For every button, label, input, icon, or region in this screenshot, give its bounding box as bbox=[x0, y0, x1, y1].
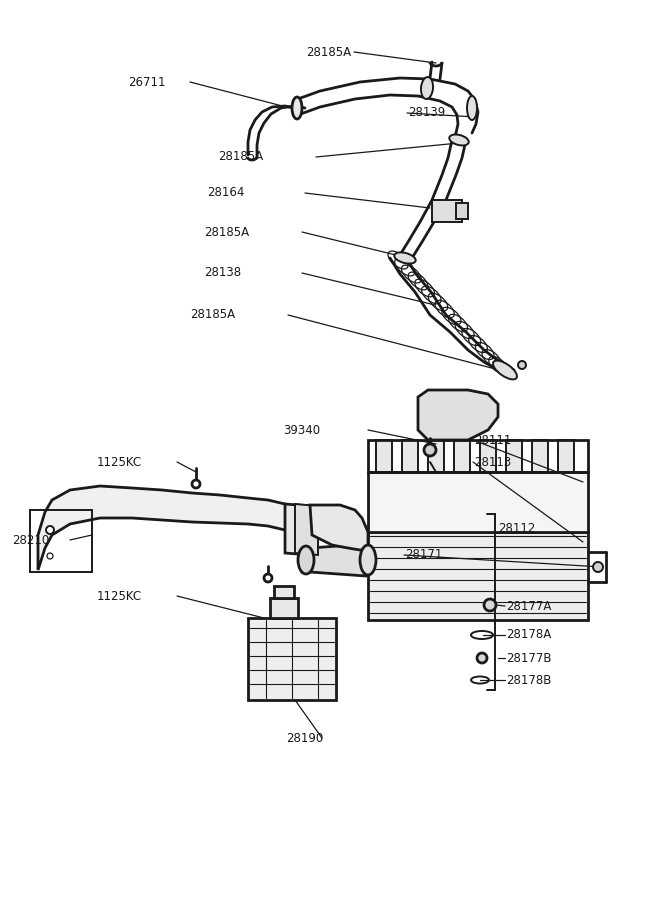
Text: 28185A: 28185A bbox=[190, 309, 235, 321]
Text: 28177B: 28177B bbox=[506, 652, 552, 664]
Polygon shape bbox=[274, 586, 294, 598]
Polygon shape bbox=[248, 618, 336, 700]
Text: 28185A: 28185A bbox=[204, 226, 249, 239]
Text: 1125KC: 1125KC bbox=[97, 590, 142, 602]
Polygon shape bbox=[270, 598, 298, 618]
Text: 28111: 28111 bbox=[474, 434, 511, 446]
Polygon shape bbox=[480, 440, 496, 472]
Text: 28112: 28112 bbox=[498, 521, 535, 535]
Text: 26711: 26711 bbox=[128, 76, 165, 88]
Text: 28185A: 28185A bbox=[306, 46, 351, 58]
Text: 28178A: 28178A bbox=[506, 628, 551, 642]
Polygon shape bbox=[454, 440, 470, 472]
Polygon shape bbox=[506, 440, 522, 472]
Text: 28171: 28171 bbox=[405, 548, 442, 562]
Ellipse shape bbox=[449, 134, 469, 146]
Circle shape bbox=[593, 562, 603, 572]
Text: 28139: 28139 bbox=[408, 106, 445, 120]
Text: 28113: 28113 bbox=[474, 455, 511, 469]
Text: 28210: 28210 bbox=[12, 534, 49, 546]
Ellipse shape bbox=[394, 252, 416, 264]
Text: 1125KC: 1125KC bbox=[97, 455, 142, 469]
Bar bbox=[456, 203, 468, 219]
Polygon shape bbox=[428, 440, 444, 472]
Text: 28190: 28190 bbox=[286, 732, 324, 744]
Polygon shape bbox=[368, 532, 588, 620]
Circle shape bbox=[477, 653, 487, 663]
Circle shape bbox=[264, 574, 272, 582]
Polygon shape bbox=[418, 390, 498, 440]
Circle shape bbox=[46, 526, 54, 534]
Bar bbox=[432, 200, 462, 222]
Bar bbox=[368, 440, 588, 472]
Ellipse shape bbox=[298, 546, 314, 574]
Text: 28178B: 28178B bbox=[506, 673, 552, 687]
Polygon shape bbox=[402, 440, 418, 472]
Circle shape bbox=[424, 444, 436, 456]
Circle shape bbox=[484, 599, 496, 611]
Ellipse shape bbox=[493, 361, 517, 380]
Ellipse shape bbox=[360, 545, 376, 575]
Polygon shape bbox=[368, 472, 588, 532]
Polygon shape bbox=[302, 544, 366, 576]
Text: 28185A: 28185A bbox=[218, 150, 263, 164]
Polygon shape bbox=[558, 440, 574, 472]
Polygon shape bbox=[38, 486, 300, 570]
Ellipse shape bbox=[421, 77, 433, 99]
Text: 28177A: 28177A bbox=[506, 599, 552, 613]
Circle shape bbox=[192, 480, 200, 488]
Ellipse shape bbox=[292, 97, 302, 119]
Bar bbox=[30, 510, 92, 572]
Polygon shape bbox=[532, 440, 548, 472]
Text: 39340: 39340 bbox=[283, 424, 320, 436]
Ellipse shape bbox=[467, 96, 477, 120]
Text: 28164: 28164 bbox=[207, 186, 244, 200]
Polygon shape bbox=[376, 440, 392, 472]
Circle shape bbox=[518, 361, 526, 369]
Circle shape bbox=[47, 553, 53, 559]
Polygon shape bbox=[310, 505, 368, 550]
Polygon shape bbox=[285, 504, 310, 555]
Polygon shape bbox=[295, 504, 318, 555]
Text: 28138: 28138 bbox=[204, 266, 241, 280]
